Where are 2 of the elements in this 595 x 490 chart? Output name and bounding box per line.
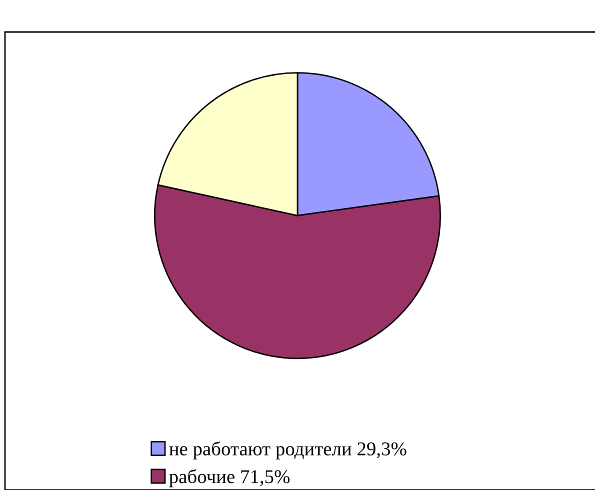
legend-label: рабочие 71,5% — [169, 469, 290, 488]
legend-label: не работают родители 29,3% — [169, 441, 406, 460]
